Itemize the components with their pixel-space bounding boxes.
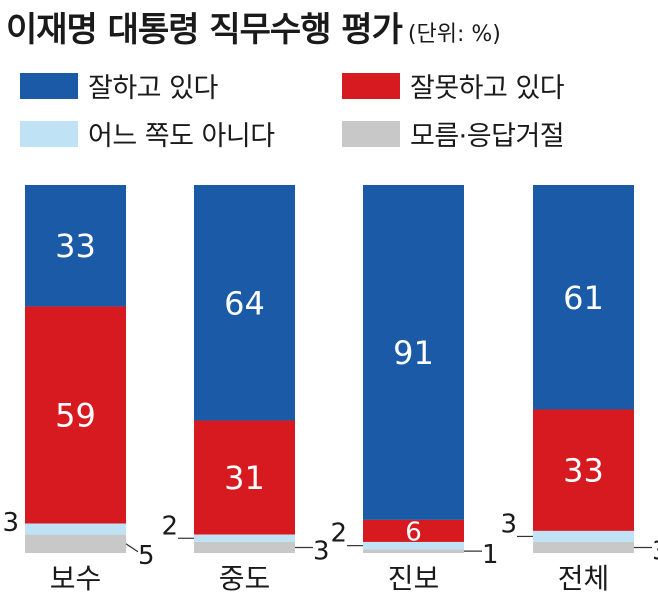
legend-swatch-unknown: [342, 120, 400, 147]
chart-title-block: 이재명 대통령 직무수행 평가 (단위: %): [6, 2, 501, 51]
legend-item-negative: 잘못하고 있다: [342, 66, 565, 105]
bar-segment-unknown: [25, 534, 126, 553]
data-label-neutral: 3: [2, 508, 19, 538]
data-label-unknown: 3: [652, 536, 658, 566]
data-label-unknown: 3: [313, 536, 330, 566]
data-label-positive: 91: [393, 334, 434, 372]
category-label: 진보: [388, 562, 440, 595]
legend-label-positive: 잘하고 있다: [88, 73, 218, 104]
bar-segment-neutral: [363, 541, 464, 550]
bar-segment-unknown: [194, 541, 295, 553]
bar-segment-positive: [533, 185, 634, 410]
data-label-negative: 31: [224, 459, 265, 497]
category-label: 중도: [219, 562, 271, 595]
legend-swatch-positive: [20, 72, 78, 99]
chart-title: 이재명 대통령 직무수행 평가: [6, 10, 403, 50]
unit-note: (단위: %): [407, 22, 501, 47]
legend-label-neutral: 어느 쪽도 아니다: [88, 121, 275, 152]
bar-segment-negative: [194, 420, 295, 535]
bar-segment-neutral: [194, 534, 295, 542]
data-label-negative: 33: [563, 452, 604, 490]
legend-swatch-negative: [342, 72, 400, 99]
category-label: 전체: [558, 562, 610, 595]
bar-segment-negative: [25, 306, 126, 524]
data-label-unknown: 1: [482, 540, 499, 570]
category-label: 보수: [50, 562, 102, 595]
data-label-positive: 64: [224, 284, 265, 322]
bar-segment-positive: [25, 185, 126, 307]
data-label-negative: 6: [405, 517, 422, 547]
legend-item-unknown: 모름·응답거절: [342, 114, 565, 153]
legend-label-unknown: 모름·응답거절: [410, 121, 565, 152]
bar-segment-negative: [363, 519, 464, 542]
data-label-negative: 59: [55, 397, 96, 435]
legend-item-neutral: 어느 쪽도 아니다: [20, 114, 275, 153]
bar-segment-positive: [363, 185, 464, 520]
data-label-unknown: 5: [138, 541, 155, 571]
bar-segment-unknown: [363, 549, 464, 553]
bar-segment-positive: [194, 185, 295, 421]
bar-segment-neutral: [533, 530, 634, 542]
legend-swatch-neutral: [20, 120, 78, 147]
leader-line: [125, 543, 139, 553]
data-label-neutral: 2: [330, 519, 347, 549]
legend-label-negative: 잘못하고 있다: [410, 73, 565, 104]
bar-segment-neutral: [25, 523, 126, 535]
bar-segment-unknown: [533, 541, 634, 553]
data-label-positive: 61: [563, 279, 604, 317]
bar-segment-negative: [533, 409, 634, 531]
legend-item-positive: 잘하고 있다: [20, 66, 218, 105]
data-label-neutral: 3: [500, 509, 517, 539]
data-label-positive: 33: [55, 227, 96, 265]
data-label-neutral: 2: [161, 511, 178, 541]
